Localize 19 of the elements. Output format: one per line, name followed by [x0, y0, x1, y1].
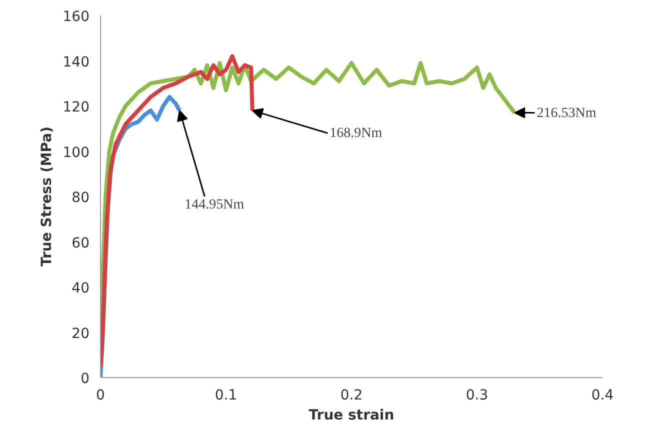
x-tick-label: 0.3 [466, 388, 488, 404]
y-tick-label: 120 [62, 100, 90, 116]
y-axis-title: True Stress (MPa) [38, 126, 55, 267]
x-tick-label: 0.4 [591, 388, 614, 404]
x-tick-label: 0 [96, 388, 105, 404]
annotation: 168.9Nm [330, 126, 382, 142]
y-tick-label: 0 [80, 371, 90, 387]
annotation: 144.95Nm [184, 198, 244, 212]
y-tick-label: 160 [62, 9, 90, 25]
annotation: 216.53Nm [536, 106, 596, 121]
y-tick-label: 20 [72, 326, 90, 342]
x-tick-label: 0.1 [214, 388, 238, 404]
y-tick-label: 80 [72, 190, 90, 206]
y-tick-label: 100 [62, 144, 90, 161]
x-axis-title: True strain [308, 408, 394, 424]
y-tick-label: 40 [72, 280, 90, 296]
y-tick-label: 140 [62, 54, 90, 70]
y-tick-label: 60 [72, 235, 90, 252]
x-tick-label: 0.2 [340, 388, 363, 404]
